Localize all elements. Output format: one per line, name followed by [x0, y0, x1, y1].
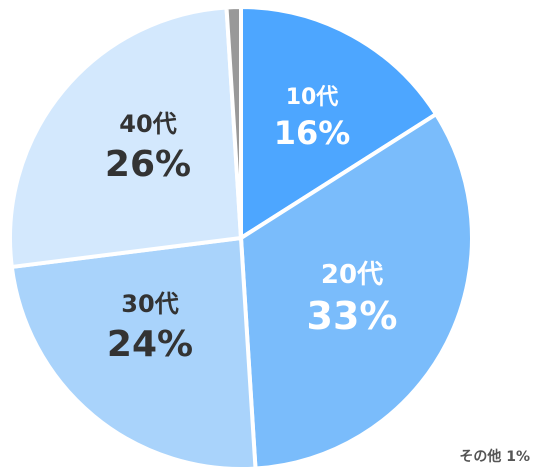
other-slice-label: その他 1% [459, 449, 530, 465]
slice-name-label: 20代 [321, 260, 383, 290]
slice-name-label: 40代 [119, 110, 176, 138]
slice-name-label: 10代 [286, 85, 339, 110]
slice-name-label: 30代 [121, 290, 178, 318]
slice-value-label: 33% [307, 294, 398, 338]
pie-slice-4 [8, 5, 243, 269]
pie-slices [8, 5, 474, 471]
pie-slice-3 [9, 236, 258, 471]
slice-value-label: 16% [274, 114, 351, 152]
slice-value-label: 24% [107, 324, 193, 365]
pie-slice-2 [239, 112, 474, 471]
pie-labels: 10代 16% 20代 33% 30代 24% 40代 26% [105, 85, 398, 365]
pie-slice-5 [224, 5, 243, 240]
slice-value-label: 26% [105, 144, 191, 185]
pie-slice-1 [239, 5, 439, 240]
